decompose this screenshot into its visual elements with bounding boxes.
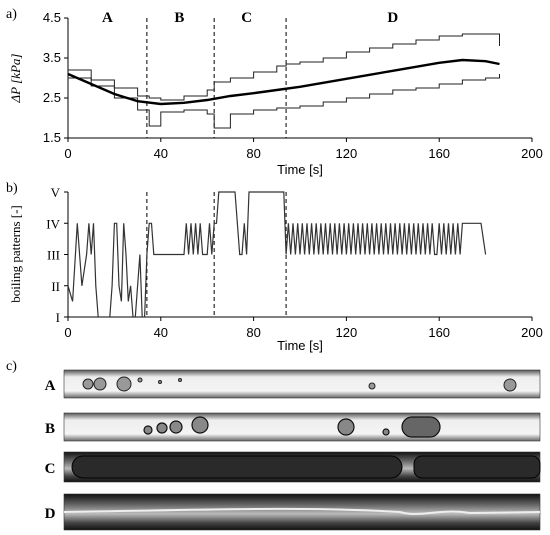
panel-a-x-tick-label: 120 [336, 146, 358, 161]
panel-a-y-axis-label: ΔP [kPa] [8, 54, 23, 104]
strip-a-bubble [503, 378, 517, 392]
panel-b-y-tick-label: I [56, 310, 60, 325]
panel-a-x-tick-label: 80 [246, 146, 260, 161]
panel-a-region-label-B: B [174, 10, 184, 26]
strip-a-bubble [116, 376, 132, 392]
panel-a-y-tick-label: 4.5 [43, 10, 61, 25]
panel-b-x-axis-label: Time [s] [277, 338, 323, 353]
strip-a-bubble [93, 377, 107, 391]
panel-a-label: a) [6, 7, 17, 22]
photo-strip-label-C: C [45, 461, 56, 477]
panel-b-x-tick-label: 160 [428, 325, 450, 340]
panel-a-y-tick-label: 3.5 [43, 50, 61, 65]
strip-a-bubble [368, 382, 376, 390]
panel-a-x-tick-label: 160 [428, 146, 450, 161]
strip-b-bubble [143, 425, 153, 435]
panel-b-x-tick-label: 80 [246, 325, 260, 340]
strip-d-interface [63, 507, 541, 515]
panel-b-x-tick-label: 40 [154, 325, 168, 340]
panel-b-y-tick-label: II [51, 279, 60, 294]
strip-b-bubble [156, 422, 168, 434]
panel-c-label: c) [6, 359, 17, 374]
panel-a-region-label-C: C [241, 10, 252, 26]
panel-a-lower-envelope [68, 74, 500, 129]
panel-a-x-axis-label: Time [s] [277, 162, 323, 177]
panel-a-mean-curve [67, 58, 500, 106]
strip-b-slug [401, 416, 441, 438]
panel-b-x-tick-label: 120 [336, 325, 358, 340]
panel-a-x-tick-label: 200 [521, 146, 543, 161]
photo-strip-label-A: A [45, 378, 56, 394]
photo-strip-B [63, 412, 541, 442]
panel-b-x-tick-label: 0 [64, 325, 71, 340]
panel-a-region-label-D: D [387, 10, 398, 26]
strip-b-bubble [337, 418, 355, 436]
panel-b-y-tick-label: IV [46, 216, 60, 231]
panel-a-x-tick-label: 40 [154, 146, 168, 161]
strip-a-bubble [178, 378, 182, 382]
strip-a-bubble [82, 378, 94, 390]
panel-a-region-label-A: A [102, 10, 113, 26]
strip-c-slug [413, 455, 541, 479]
strip-c-slug [71, 455, 403, 479]
strip-b-bubble [191, 416, 209, 434]
panel-b-x-tick-label: 200 [521, 325, 543, 340]
panel-b-pattern-series [67, 191, 487, 318]
strip-a-bubble [158, 380, 162, 384]
panel-b-y-tick-label: V [51, 185, 61, 200]
photo-strip-label-B: B [45, 421, 55, 437]
photo-strip-label-D: D [45, 506, 56, 522]
panel-b-y-tick-label: III [47, 248, 60, 263]
strip-b-bubble [169, 420, 183, 434]
panel-a-x-tick-label: 0 [64, 146, 71, 161]
panel-a-y-tick-label: 1.5 [43, 130, 61, 145]
photo-strip-A [63, 369, 541, 399]
strip-a-bubble [137, 377, 143, 383]
panel-b-y-axis-label: boiling patterns [-] [8, 205, 23, 302]
panel-a-upper-envelope [68, 33, 500, 101]
strip-b-bubble [382, 428, 390, 436]
panel-a-y-tick-label: 2.5 [43, 90, 61, 105]
panel-b-label: b) [6, 181, 18, 196]
